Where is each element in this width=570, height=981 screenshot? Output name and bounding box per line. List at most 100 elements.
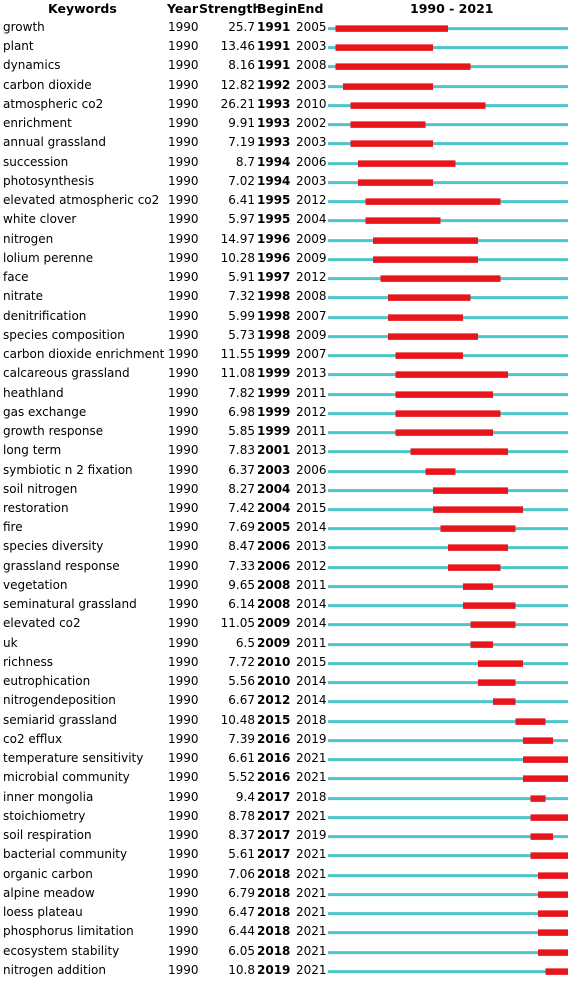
end-cell: 2007	[296, 347, 327, 362]
year-cell: 1990	[168, 712, 199, 727]
burst-timeline	[328, 525, 568, 533]
begin-cell: 1999	[257, 404, 291, 419]
year-cell: 1990	[168, 924, 199, 939]
end-cell: 2019	[296, 731, 327, 746]
end-cell: 2015	[296, 501, 327, 515]
year-cell: 1990	[168, 808, 199, 823]
keyword-cell: co2 efflux	[3, 731, 63, 746]
strength-cell: 7.72	[228, 654, 255, 669]
table-row: heathland 1990 7.82 1999 2011	[0, 384, 570, 403]
keyword-cell: long term	[3, 443, 62, 458]
strength-cell: 11.05	[220, 616, 255, 631]
strength-cell: 12.82	[220, 77, 255, 92]
strength-cell: 6.37	[228, 462, 255, 477]
year-cell: 1990	[168, 597, 199, 612]
strength-cell: 8.27	[228, 481, 255, 496]
begin-cell: 1995	[257, 193, 291, 208]
end-cell: 2021	[296, 905, 327, 920]
end-cell: 2006	[296, 462, 327, 477]
keyword-cell: plant	[3, 39, 34, 54]
keyword-cell: enrichment	[3, 116, 72, 131]
end-cell: 2021	[296, 751, 327, 766]
keyword-cell: lolium perenne	[3, 250, 94, 265]
strength-cell: 5.91	[228, 270, 255, 285]
table-row: inner mongolia 1990 9.4 2017 2018	[0, 788, 570, 807]
table-row: annual grassland 1990 7.19 1993 2003	[0, 133, 570, 152]
table-row: long term 1990 7.83 2001 2013	[0, 441, 570, 460]
end-cell: 2012	[296, 404, 327, 419]
strength-cell: 11.55	[220, 347, 255, 362]
keyword-cell: soil respiration	[3, 828, 92, 843]
burst-timeline	[328, 852, 568, 860]
begin-cell: 2019	[257, 962, 291, 977]
year-cell: 1990	[168, 212, 199, 227]
burst-timeline	[328, 102, 568, 109]
year-cell: 1990	[168, 270, 199, 285]
burst-timeline	[328, 564, 568, 571]
begin-cell: 2015	[257, 712, 291, 727]
end-cell: 2011	[296, 635, 327, 650]
strength-cell: 7.19	[228, 135, 255, 150]
keyword-cell: photosynthesis	[3, 173, 95, 188]
keyword-cell: growth response	[3, 424, 104, 439]
begin-cell: 1991	[257, 58, 291, 73]
burst-timeline	[328, 256, 568, 263]
burst-timeline	[328, 506, 568, 513]
keyword-cell: annual grassland	[3, 135, 106, 150]
end-cell: 2015	[296, 654, 327, 669]
year-cell: 1990	[168, 847, 199, 862]
begin-cell: 1995	[257, 212, 291, 227]
keyword-cell: stoichiometry	[3, 808, 86, 823]
keyword-cell: species diversity	[3, 539, 104, 554]
keyword-cell: dynamics	[3, 58, 61, 73]
end-cell: 2002	[296, 116, 327, 131]
burst-timeline	[328, 602, 568, 610]
table-row: richness 1990 7.72 2010 2015	[0, 653, 570, 672]
strength-cell: 5.73	[228, 327, 255, 342]
keyword-cell: vegetation	[3, 577, 68, 592]
strength-cell: 7.06	[228, 866, 255, 881]
table-row: nitrate 1990 7.32 1998 2008	[0, 287, 570, 306]
table-row: face 1990 5.91 1997 2012	[0, 268, 570, 287]
begin-cell: 1994	[257, 154, 291, 169]
keyword-cell: soil nitrogen	[3, 481, 78, 496]
end-cell: 2008	[296, 289, 327, 304]
burst-timeline	[328, 775, 568, 783]
begin-cell: 2018	[257, 905, 291, 920]
end-cell: 2014	[296, 616, 327, 631]
begin-cell: 2009	[257, 616, 291, 631]
year-cell: 1990	[168, 943, 199, 958]
end-cell: 2008	[296, 58, 327, 73]
strength-cell: 5.97	[228, 212, 255, 227]
burst-timeline	[328, 160, 568, 167]
burst-timeline	[328, 833, 568, 840]
table-row: growth response 1990 5.85 1999 2011	[0, 422, 570, 441]
end-cell: 2014	[296, 597, 327, 612]
end-cell: 2011	[296, 577, 327, 592]
begin-cell: 1991	[257, 20, 291, 34]
burst-timeline	[328, 948, 568, 956]
strength-cell: 25.7	[228, 20, 255, 34]
table-row: succession 1990 8.7 1994 2006	[0, 153, 570, 172]
year-cell: 1990	[168, 424, 199, 439]
end-cell: 2021	[296, 866, 327, 881]
burst-timeline	[328, 63, 568, 71]
keyword-cell: elevated atmospheric co2	[3, 193, 160, 208]
year-cell: 1990	[168, 962, 199, 977]
end-cell: 2014	[296, 693, 327, 708]
strength-cell: 6.61	[228, 751, 255, 766]
keyword-cell: uk	[3, 635, 18, 650]
year-cell: 1990	[168, 366, 199, 381]
begin-cell: 2006	[257, 539, 291, 554]
burst-timeline	[328, 891, 568, 898]
keyword-cell: face	[3, 270, 29, 285]
table-row: organic carbon 1990 7.06 2018 2021	[0, 865, 570, 884]
strength-cell: 7.69	[228, 520, 255, 535]
table-row: species composition 1990 5.73 1998 2009	[0, 326, 570, 345]
end-cell: 2009	[296, 327, 327, 342]
begin-cell: 1996	[257, 250, 291, 265]
table-row: calcareous grassland 1990 11.08 1999 2013	[0, 364, 570, 383]
year-cell: 1990	[168, 462, 199, 477]
burst-timeline	[328, 794, 568, 802]
table-row: species diversity 1990 8.47 2006 2013	[0, 537, 570, 556]
